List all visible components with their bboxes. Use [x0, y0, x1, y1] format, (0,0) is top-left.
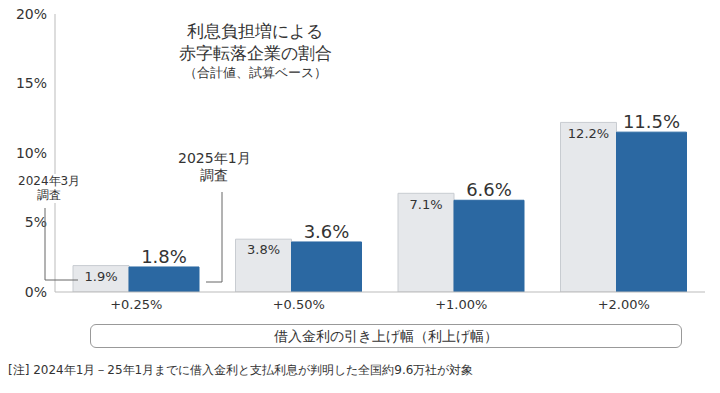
- html-text:借入金利の引き上げ幅（利上げ幅）: 借入金利の引き上げ幅（利上げ幅）: [274, 328, 498, 344]
- svg-text:15%: 15%: [16, 75, 47, 91]
- svg-text:0%: 0%: [25, 284, 47, 300]
- html-text:（合計値、試算ベース）: （合計値、試算ベース）: [183, 65, 327, 80]
- svg-text:+0.25%: +0.25%: [110, 297, 162, 312]
- html-text:[注] 2024年1月－25年1月までに借入金利と支払利息が: [注] 2024年1月－25年1月までに借入金利と支払利息が判明した全国約9.6…: [8, 363, 474, 377]
- svg-text:20%: 20%: [16, 6, 47, 22]
- svg-text:3.6%: 3.6%: [304, 221, 350, 242]
- svg-text:7.1%: 7.1%: [409, 197, 442, 212]
- html-text:利息負担増による 赤字転落企業の割合: 利息負担増による 赤字転落企業の割合: [178, 21, 332, 63]
- svg-text:1.8%: 1.8%: [141, 246, 187, 267]
- svg-text:1.9%: 1.9%: [84, 269, 117, 284]
- svg-text:+0.50%: +0.50%: [273, 297, 325, 312]
- html-text:2024年3月 調査: 2024年3月 調査: [18, 174, 81, 203]
- svg-text:6.6%: 6.6%: [466, 179, 512, 200]
- svg-text:3.8%: 3.8%: [247, 242, 280, 257]
- svg-text:12.2%: 12.2%: [568, 126, 609, 141]
- svg-text:5%: 5%: [25, 214, 47, 230]
- svg-text:11.5%: 11.5%: [623, 111, 680, 132]
- svg-text:10%: 10%: [16, 145, 47, 161]
- svg-text:+1.00%: +1.00%: [435, 297, 487, 312]
- html-text:2025年1月 調査: 2025年1月 調査: [178, 150, 251, 183]
- svg-text:+2.00%: +2.00%: [598, 297, 650, 312]
